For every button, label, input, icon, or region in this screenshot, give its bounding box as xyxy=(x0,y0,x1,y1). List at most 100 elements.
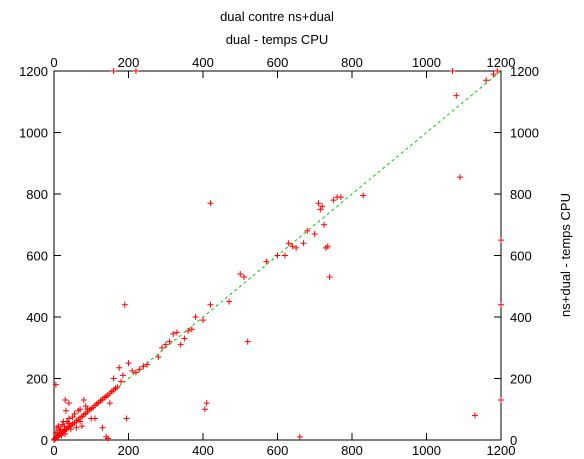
data-point xyxy=(52,381,59,388)
data-point xyxy=(360,192,367,199)
x-tick-label-bottom: 200 xyxy=(118,443,140,458)
data-point xyxy=(62,407,69,414)
data-point xyxy=(125,360,132,367)
data-point xyxy=(185,327,192,334)
y-tick-label-right: 200 xyxy=(510,372,532,387)
y-tick-label-right: 0 xyxy=(510,433,517,448)
data-point xyxy=(65,415,72,422)
data-point xyxy=(207,301,214,308)
data-point xyxy=(53,424,60,431)
data-point xyxy=(203,400,210,407)
data-point xyxy=(57,426,64,433)
data-point xyxy=(498,301,504,308)
data-point xyxy=(188,326,195,333)
data-point xyxy=(324,243,331,250)
data-point xyxy=(177,341,184,348)
data-point xyxy=(226,298,233,305)
data-point xyxy=(321,221,328,228)
data-point xyxy=(65,420,72,427)
data-point xyxy=(201,406,208,413)
x-tick-label-bottom: 1200 xyxy=(487,443,516,458)
y-tick-label-right: 800 xyxy=(510,187,532,202)
y-tick-label-left: 1000 xyxy=(19,126,48,141)
data-point xyxy=(99,424,106,431)
data-point xyxy=(173,329,180,336)
data-point xyxy=(132,369,139,376)
y-tick-label-left: 400 xyxy=(26,310,48,325)
data-point xyxy=(77,418,84,425)
data-point xyxy=(490,71,497,78)
data-point xyxy=(296,433,303,440)
x-tick-label-top: 600 xyxy=(267,55,289,70)
data-point xyxy=(471,412,478,419)
y-tick-label-right: 1000 xyxy=(510,126,539,141)
data-point xyxy=(166,338,173,345)
data-point xyxy=(132,68,139,74)
data-point xyxy=(483,77,490,84)
x-tick-label-bottom: 0 xyxy=(50,443,57,458)
data-point xyxy=(326,274,333,281)
data-point xyxy=(155,353,162,360)
x-tick-label-top: 0 xyxy=(50,55,57,70)
data-point xyxy=(159,344,166,351)
data-point xyxy=(129,367,136,374)
data-point xyxy=(82,403,89,410)
data-point xyxy=(67,426,74,433)
y-tick-label-left: 600 xyxy=(26,249,48,264)
data-point xyxy=(144,361,151,368)
data-point xyxy=(162,341,169,348)
data-point xyxy=(118,378,125,385)
y-tick-label-right: 400 xyxy=(510,310,532,325)
data-point xyxy=(65,400,72,407)
x-axis-label: dual - temps CPU xyxy=(226,32,329,47)
data-point xyxy=(263,258,270,265)
y-tick-label-left: 1200 xyxy=(19,64,48,79)
data-point xyxy=(110,375,117,382)
chart-title: dual contre ns+dual xyxy=(220,9,334,24)
data-point xyxy=(330,197,337,204)
data-point xyxy=(498,237,504,244)
data-point xyxy=(289,243,296,250)
data-point xyxy=(121,301,128,308)
data-point xyxy=(71,410,78,417)
x-tick-label-top: 1000 xyxy=(412,55,441,70)
data-point xyxy=(300,240,307,247)
data-point xyxy=(84,406,91,413)
data-point xyxy=(449,68,456,74)
data-point xyxy=(281,252,288,259)
data-point xyxy=(114,384,121,391)
data-point xyxy=(285,240,292,247)
data-point xyxy=(457,174,464,181)
data-point xyxy=(105,435,112,442)
data-point xyxy=(73,424,80,431)
data-point xyxy=(317,206,324,213)
data-point xyxy=(181,335,188,342)
data-point xyxy=(55,423,62,430)
data-point xyxy=(78,423,85,430)
data-point xyxy=(293,244,300,251)
data-point xyxy=(123,415,130,422)
x-tick-label-bottom: 1000 xyxy=(412,443,441,458)
data-point xyxy=(62,397,69,404)
data-point xyxy=(274,252,281,259)
y-tick-label-left: 0 xyxy=(41,433,48,448)
data-point xyxy=(170,330,177,337)
x-tick-label-bottom: 400 xyxy=(192,443,214,458)
x-tick-label-bottom: 600 xyxy=(267,443,289,458)
data-point xyxy=(116,364,123,371)
data-point xyxy=(244,338,251,345)
data-point xyxy=(110,68,117,74)
data-point xyxy=(106,400,113,407)
x-tick-label-top: 800 xyxy=(341,55,363,70)
data-point xyxy=(91,415,98,422)
data-point xyxy=(80,397,87,404)
data-point xyxy=(498,397,504,404)
data-point xyxy=(58,432,65,439)
y-tick-label-left: 800 xyxy=(26,187,48,202)
data-point xyxy=(207,200,214,207)
y-tick-label-right: 1200 xyxy=(510,64,539,79)
data-point xyxy=(311,230,318,237)
data-point xyxy=(453,92,460,99)
y-tick-label-right: 600 xyxy=(510,249,532,264)
data-point xyxy=(337,194,344,201)
